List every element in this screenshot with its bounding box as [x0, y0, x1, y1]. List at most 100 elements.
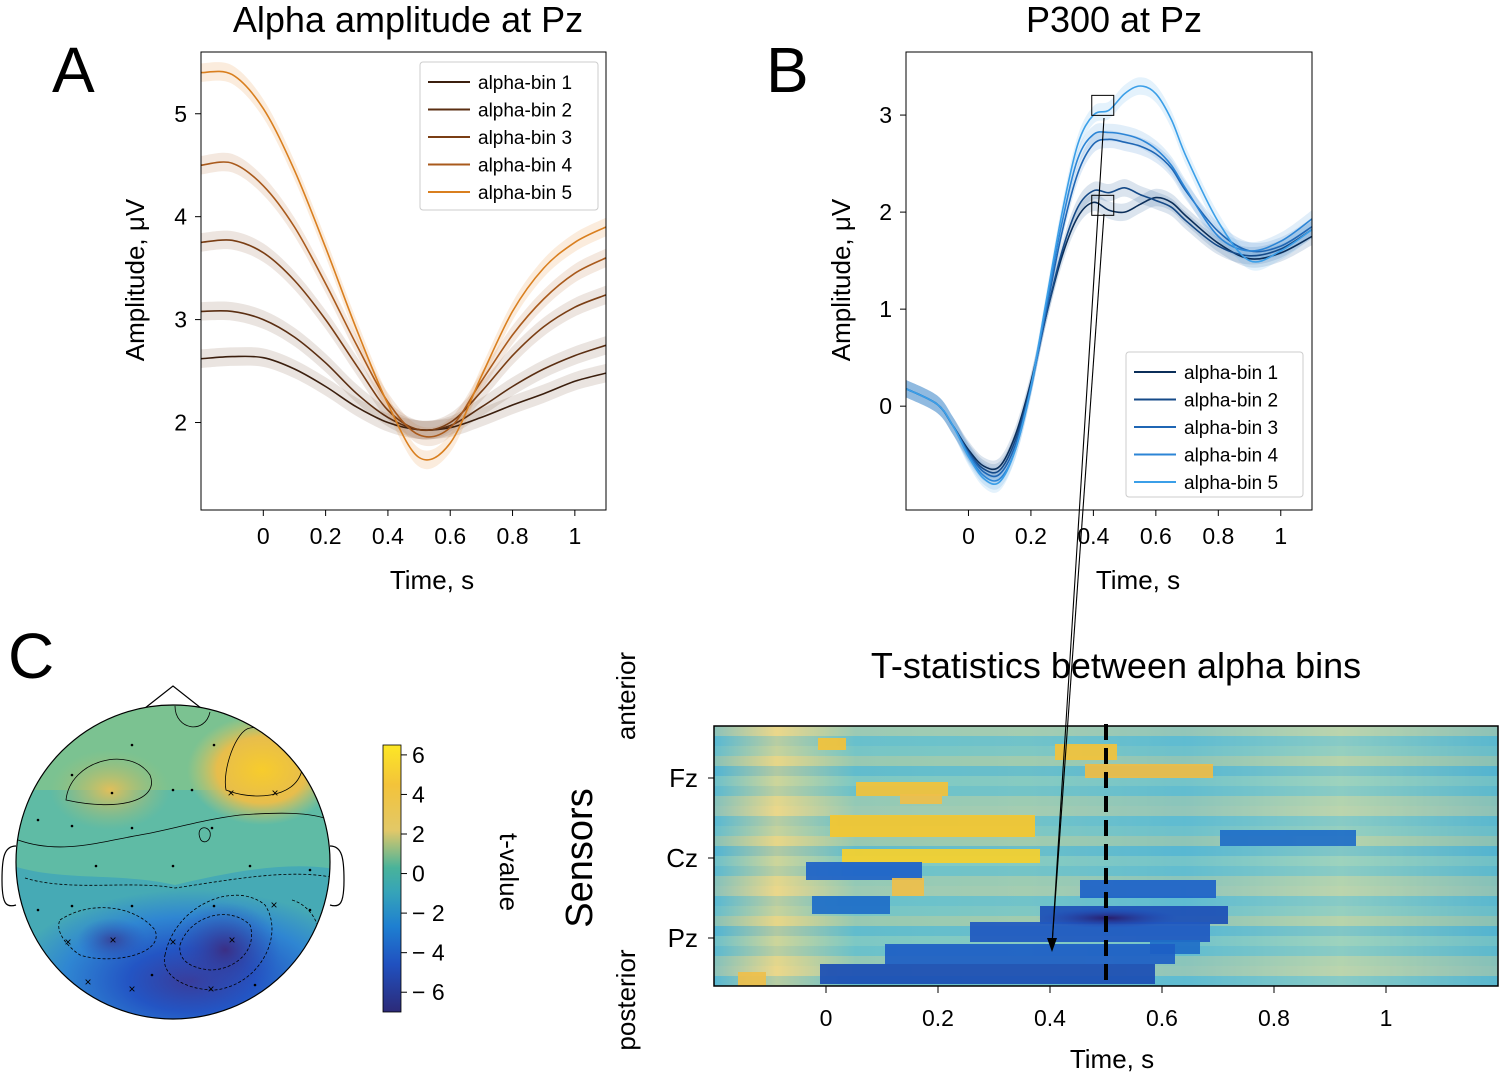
chart-b-confidence-bands: [906, 77, 1312, 493]
chart-b-legend-label-5: alpha-bin 5: [1184, 473, 1278, 494]
chart-b-annotation-boxes: [1091, 94, 1115, 216]
topomap-sensors: × × × × × × × × × ×: [36, 743, 312, 996]
chart-a-title: Alpha amplitude at Pz: [233, 0, 583, 40]
chart-a-xtick-label: 1: [568, 523, 581, 549]
colorbar-tick-label: 2: [412, 821, 425, 847]
chart-a-xtick-label: 0.4: [372, 523, 404, 549]
chart-a-legend: [419, 61, 599, 211]
chart-b-legend-label-1: alpha-bin 1: [1184, 363, 1278, 384]
heatmap-xtick-label: 0.2: [922, 1005, 954, 1031]
colorbar-tick-label: 6: [412, 742, 425, 768]
chart-a-line-1: [201, 355, 606, 431]
heatmap-xtick-label: 0: [820, 1005, 833, 1031]
chart-a-ytick-label: 2: [174, 410, 187, 436]
heatmap-cluster: [1085, 764, 1213, 778]
connector-arrow: [1047, 117, 1105, 952]
chart-b-xtick-label: 0: [962, 523, 975, 549]
heatmap-cluster: [738, 972, 766, 986]
panel-letter-b: B: [766, 34, 809, 106]
chart-b-xtick-label: 0.2: [1015, 523, 1047, 549]
chart-a-line-5: [201, 70, 606, 461]
svg-text:×: ×: [271, 786, 278, 800]
heatmap-cluster: [1220, 830, 1356, 846]
chart-a-confidence-bands: [201, 62, 606, 470]
heatmap-sensor-labels: Fz Cz Pz: [666, 763, 714, 953]
chart-a-line-4: [201, 161, 606, 438]
heatmap-sensor-label-cz: Cz: [666, 843, 698, 873]
chart-a-legend-label-5: alpha-bin 5: [478, 183, 572, 204]
heatmap-cluster: [1080, 880, 1216, 898]
chart-b-legend: [1125, 351, 1304, 498]
colorbar-label: t-value: [494, 833, 524, 911]
heatmap-xtick-label: 0.8: [1258, 1005, 1290, 1031]
chart-b-line-2: [906, 187, 1312, 474]
chart-a-legend-entries: alpha-bin 1 alpha-bin 2 alpha-bin 3 alpha-b…: [428, 73, 572, 204]
heatmap-xlabel: Time, s: [1070, 1044, 1154, 1074]
heatmap-xtick-label: 0.6: [1146, 1005, 1178, 1031]
colorbar: 6 4 2 0 − 2 − 4 − 6 t-value: [382, 742, 524, 1013]
chart-b-legend-label-4: alpha-bin 4: [1184, 446, 1278, 467]
chart-a-xtick-label: 0.6: [434, 523, 466, 549]
chart-a-band-2: [201, 301, 606, 440]
colorbar-scale: [382, 744, 402, 1013]
chart-a-xtick-label: 0: [257, 523, 270, 549]
chart-b-ytick-label: 1: [879, 296, 892, 322]
chart-a-legend-label-3: alpha-bin 3: [478, 128, 572, 149]
panel-letter-a: A: [52, 34, 95, 106]
heatmap-ticks: 0 0.2 0.4 0.6 0.8 1: [820, 986, 1392, 1031]
chart-b-line-1: [906, 196, 1312, 471]
heatmap-cluster: [820, 964, 1155, 984]
heatmap: 0 0.2 0.4 0.6 0.8 1 Fz Cz Pz Time, s: [666, 724, 1499, 1074]
chart-a-series-lines: [201, 70, 606, 461]
chart-a-band-1: [201, 347, 606, 440]
svg-text:×: ×: [109, 933, 116, 947]
chart-a-band-3: [201, 230, 606, 440]
chart-a-ylabel: Amplitude, μV: [120, 198, 150, 361]
heatmap-xtick-label: 0.4: [1034, 1005, 1066, 1031]
colorbar-tick-label: 4: [412, 781, 425, 807]
heatmap-cluster: [818, 738, 846, 750]
heatmap-row: [714, 836, 1498, 846]
heatmap-cluster: [806, 862, 922, 880]
chart-b-frame: [905, 51, 1313, 511]
chart-b-legend-entries: alpha-bin 1 alpha-bin 2 alpha-bin 3 alpha-b…: [1134, 363, 1278, 494]
heatmap-cluster: [842, 849, 1040, 863]
chart-b-annotation-box-2: [1091, 194, 1115, 216]
heatmap-cluster: [885, 944, 1175, 964]
chart-a-legend-label-2: alpha-bin 2: [478, 101, 572, 122]
chart-b-band-3: [906, 130, 1312, 486]
chart-b-xlabel: Time, s: [1096, 565, 1180, 595]
chart-a-ytick-label: 3: [174, 307, 187, 333]
heatmap-row: [714, 856, 1498, 866]
heatmap-cluster: [856, 782, 948, 796]
topomap-head-outline: [15, 704, 331, 1020]
chart-b-title: P300 at Pz: [1026, 0, 1202, 40]
chart-a-line-2: [201, 309, 606, 431]
heatmap-cluster: [1055, 744, 1117, 760]
chart-b-annotation-box-1: [1091, 94, 1115, 116]
svg-text:×: ×: [84, 975, 91, 989]
chart-b-xtick-label: 0.8: [1202, 523, 1234, 549]
chart-a-ytick-label: 5: [174, 101, 187, 127]
heatmap-anterior-label: anterior: [611, 652, 641, 740]
heatmap-ylabel: Sensors: [559, 788, 601, 927]
chart-b-xtick-label: 0.6: [1140, 523, 1172, 549]
heatmap-sensor-label-fz: Fz: [669, 763, 698, 793]
chart-b-ytick-label: 0: [879, 393, 892, 419]
chart-b-legend-label-3: alpha-bin 3: [1184, 418, 1278, 439]
panel-letter-c: C: [8, 620, 54, 692]
chart-b-xtick-label: 1: [1274, 523, 1287, 549]
heatmap-cluster: [830, 815, 1035, 837]
svg-text:×: ×: [128, 982, 135, 996]
chart-b-xtick-label: 0.4: [1077, 523, 1109, 549]
colorbar-ticks: 6 4 2 0 − 2 − 4 − 6: [401, 742, 445, 1005]
colorbar-tick-label: − 6: [412, 979, 445, 1005]
chart-a-xtick-label: 0.8: [497, 523, 529, 549]
svg-text:×: ×: [64, 935, 71, 949]
svg-text:×: ×: [207, 982, 214, 996]
colorbar-tick-label: − 2: [412, 900, 445, 926]
chart-b-line-5: [906, 85, 1312, 485]
